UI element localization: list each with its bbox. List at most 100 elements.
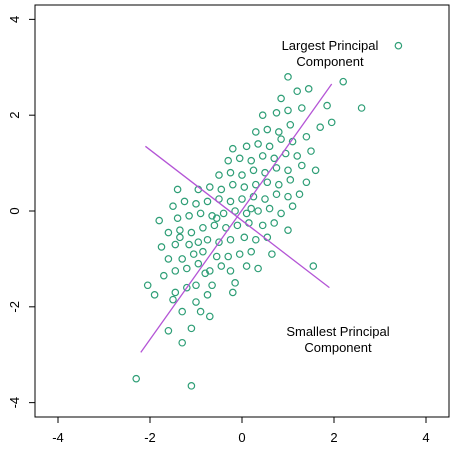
data-point	[217, 262, 226, 270]
data-point	[203, 291, 212, 299]
data-point	[272, 190, 281, 199]
data-point	[185, 240, 193, 249]
data-point	[284, 166, 292, 175]
data-point	[327, 118, 336, 127]
data-point	[265, 142, 274, 151]
data-point	[206, 183, 214, 191]
data-point	[183, 283, 191, 292]
data-point	[240, 233, 249, 242]
data-point	[304, 85, 313, 93]
data-point	[231, 279, 239, 287]
data-point	[164, 228, 173, 237]
data-point	[277, 94, 285, 103]
data-point	[242, 262, 251, 270]
data-point	[183, 264, 191, 273]
data-point	[284, 73, 292, 81]
data-point	[258, 221, 267, 230]
data-point	[307, 147, 315, 155]
data-point	[254, 207, 262, 215]
data-point	[302, 178, 311, 187]
data-point	[274, 180, 283, 189]
x-tick-label: -4	[52, 430, 64, 445]
data-point	[217, 185, 226, 194]
data-point	[201, 269, 210, 278]
smallest-pc-label-line2: Component	[304, 340, 372, 355]
data-point	[284, 106, 292, 115]
data-point	[252, 128, 260, 136]
data-point	[339, 77, 348, 86]
data-point	[215, 171, 223, 179]
data-point	[203, 235, 212, 244]
data-point	[180, 197, 189, 206]
data-point	[231, 207, 239, 215]
data-point	[187, 382, 196, 390]
data-point	[263, 125, 272, 134]
data-point	[272, 164, 281, 172]
data-point	[238, 171, 246, 179]
data-point	[169, 202, 177, 211]
data-point	[178, 307, 187, 316]
data-point	[286, 176, 295, 184]
data-point	[210, 221, 219, 230]
data-point	[203, 197, 212, 206]
data-point	[169, 295, 177, 304]
y-tick-label: 2	[7, 112, 22, 119]
y-tick-label: -2	[7, 301, 22, 313]
data-point	[249, 166, 258, 175]
data-point	[178, 338, 187, 347]
data-point	[252, 180, 260, 189]
y-tick-label: -4	[7, 397, 22, 409]
data-point	[160, 271, 168, 280]
data-point	[189, 250, 198, 258]
data-point	[187, 228, 196, 237]
data-point	[240, 183, 249, 191]
data-point	[272, 108, 281, 117]
data-point	[288, 202, 297, 211]
data-point	[258, 152, 267, 160]
data-point	[284, 192, 292, 201]
data-point	[284, 226, 292, 234]
data-point	[265, 204, 274, 213]
data-point	[311, 166, 320, 175]
data-point	[176, 226, 184, 234]
data-point	[194, 238, 203, 246]
smallest-pc-label-line1: Smallest Principal	[286, 324, 389, 339]
data-point	[185, 211, 193, 220]
data-point	[226, 168, 235, 177]
data-point	[254, 140, 262, 148]
data-point	[297, 161, 306, 170]
data-point	[270, 154, 279, 163]
data-point	[212, 252, 221, 261]
smallest-principal-component-line	[145, 145, 330, 289]
data-point	[164, 326, 173, 335]
largest-principal-component-line	[140, 83, 333, 353]
data-point	[192, 281, 200, 290]
data-point	[192, 298, 200, 306]
data-point	[323, 101, 331, 110]
data-point	[196, 209, 205, 218]
data-point	[277, 135, 285, 143]
data-point	[143, 281, 152, 290]
data-point	[219, 209, 228, 218]
data-point	[394, 41, 403, 50]
largest-pc-label-line2: Component	[296, 54, 364, 69]
y-tick-label: 0	[7, 207, 22, 214]
data-point	[187, 324, 196, 333]
data-point	[208, 281, 216, 290]
data-point	[247, 247, 256, 256]
data-point	[268, 250, 276, 258]
data-point	[274, 128, 283, 136]
x-tick-label: 2	[330, 430, 337, 445]
data-point	[194, 259, 203, 268]
data-point	[286, 120, 295, 129]
data-point	[173, 214, 182, 222]
data-point	[171, 267, 180, 275]
data-point	[199, 223, 207, 232]
x-tick-label: -2	[144, 430, 156, 445]
y-tick-label: 4	[7, 16, 22, 23]
data-point	[297, 104, 306, 112]
data-point	[171, 240, 180, 249]
data-point	[261, 195, 269, 203]
data-point	[155, 216, 164, 225]
